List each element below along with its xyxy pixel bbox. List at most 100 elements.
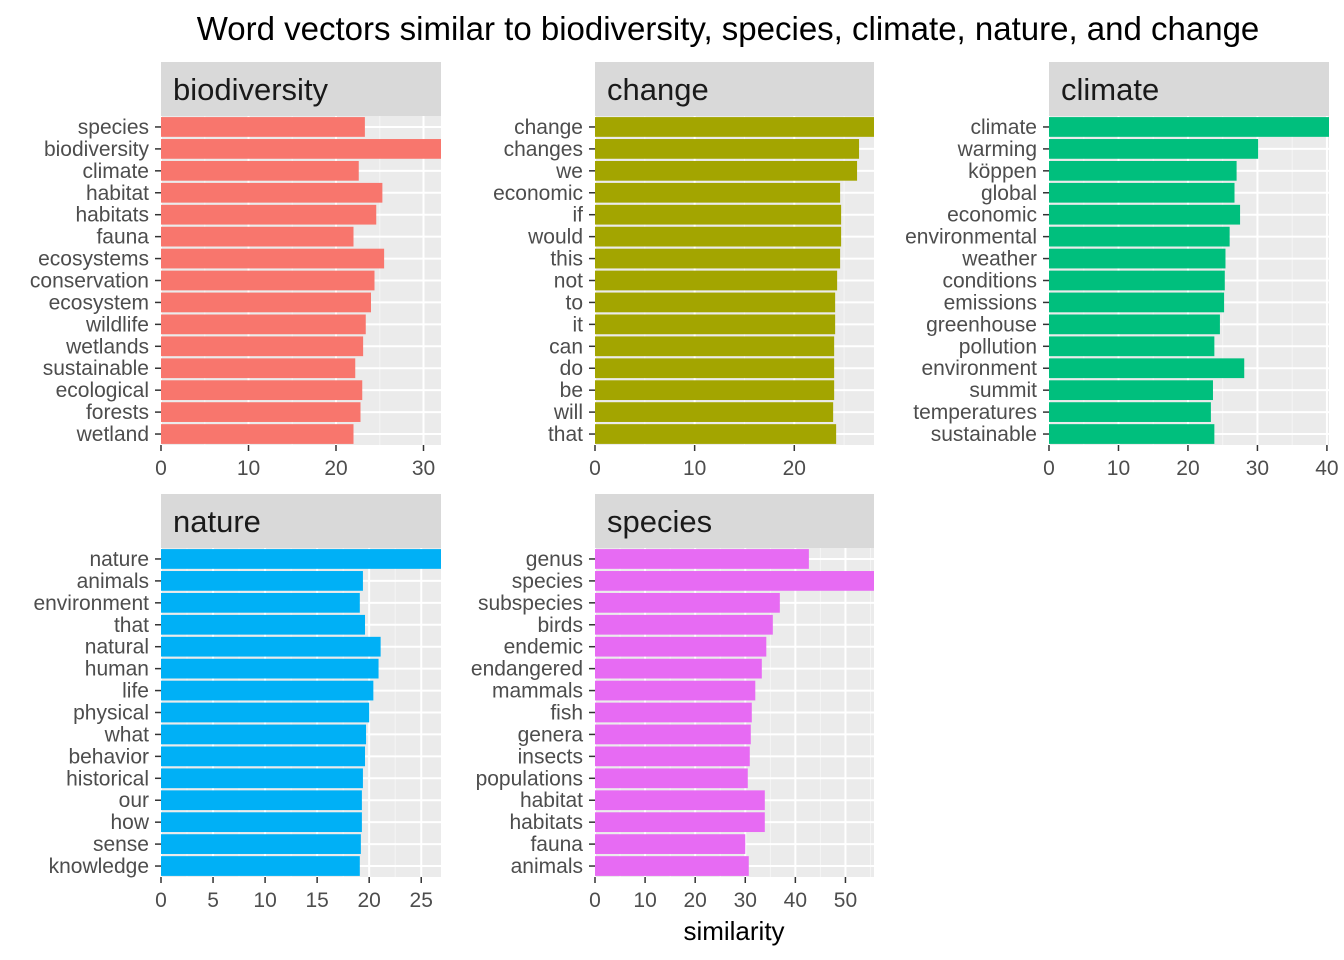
facet-strip-label: biodiversity [173,72,329,107]
category-label: historical [66,767,149,790]
category-label: habitat [520,789,583,812]
bar-nature-sense [161,834,361,854]
bar-change-if [595,204,842,225]
bar-biodiversity-ecological [161,380,363,401]
bar-species-birds [595,614,773,635]
bar-species-fauna [595,834,746,854]
category-label: global [981,182,1037,205]
category-label: physical [73,702,149,725]
bar-change-it [595,314,836,335]
category-label: conditions [942,270,1037,293]
category-label: fauna [96,226,149,249]
bar-biodiversity-ecosystems [161,248,385,269]
bar-species-fish [595,702,752,723]
category-label: sustainable [931,423,1037,446]
category-label: we [555,160,583,183]
bar-change-economic [595,182,841,203]
category-label: fish [550,702,583,725]
category-label: genera [518,723,584,746]
x-tick-label: 30 [412,457,435,480]
facet-strip [161,62,441,116]
category-label: our [119,789,149,812]
category-label: forests [86,401,149,424]
category-label: endangered [471,658,583,681]
x-tick-label: 40 [784,889,807,912]
category-label: endemic [504,636,583,659]
x-tick-label: 40 [1315,457,1338,480]
bar-biodiversity-ecosystem [161,292,371,313]
bar-nature-knowledge [161,856,360,876]
bar-climate-temperatures [1049,402,1211,422]
bar-change-this [595,248,841,269]
bar-nature-behavior [161,746,366,767]
facet-strip [595,494,874,548]
bar-climate-warming [1049,139,1259,159]
bar-climate-climate [1049,117,1329,137]
facet-strip-label: climate [1061,72,1159,107]
category-label: wetlands [65,335,149,358]
bar-nature-historical [161,768,363,789]
category-label: not [554,270,583,293]
bar-species-genus [595,549,809,569]
category-label: this [550,248,583,271]
bar-species-insects [595,746,750,767]
category-label: climate [82,160,149,183]
category-label: environmental [905,226,1037,249]
x-tick-label: 5 [207,889,219,912]
bar-change-that [595,424,837,444]
category-label: conservation [30,270,149,293]
bar-species-endangered [595,658,762,679]
bar-change-change [595,117,874,137]
category-label: it [573,313,584,336]
bar-species-mammals [595,680,756,701]
x-tick-label: 10 [237,457,260,480]
bar-biodiversity-habitats [161,204,377,225]
x-tick-label: 10 [633,889,656,912]
facet-strip-label: change [607,72,709,107]
category-label: wildlife [85,313,149,336]
x-tick-label: 20 [357,889,380,912]
bar-biodiversity-fauna [161,226,354,247]
bar-nature-human [161,658,379,679]
x-tick-label: 20 [683,889,706,912]
bar-climate-environmental [1049,226,1230,247]
category-label: nature [89,548,149,571]
category-label: behavior [68,745,149,768]
bar-change-can [595,336,835,357]
bar-biodiversity-species [161,117,365,137]
category-label: köppen [968,160,1037,183]
category-label: human [85,658,149,681]
bar-climate-economic [1049,204,1241,225]
facet-strip-label: nature [173,504,261,539]
category-label: ecosystem [49,291,149,314]
facet-strip [595,62,874,116]
category-label: if [573,204,584,227]
bar-biodiversity-wildlife [161,314,366,335]
facet-panel-nature: naturenatureanimalsenvironmentthatnatura… [33,494,441,912]
category-label: biodiversity [44,138,150,161]
bar-biodiversity-habitat [161,182,383,203]
x-tick-label: 50 [834,889,857,912]
bar-change-not [595,270,838,291]
category-label: species [78,116,149,139]
bar-change-do [595,358,835,379]
category-label: insects [518,745,583,768]
x-tick-label: 10 [1107,457,1130,480]
bar-climate-emissions [1049,292,1225,313]
x-tick-label: 0 [1043,457,1055,480]
bar-species-animals [595,856,749,876]
category-label: birds [537,614,583,637]
category-label: can [549,335,583,358]
category-label: pollution [959,335,1037,358]
bar-nature-environment [161,592,360,613]
category-label: what [104,723,150,746]
category-label: life [122,680,149,703]
x-axis-title: similarity [683,916,784,946]
bar-nature-natural [161,636,381,657]
facet-strip [161,494,441,548]
category-label: that [114,614,149,637]
bar-species-populations [595,768,748,789]
bar-nature-how [161,812,362,833]
category-label: habitat [86,182,149,205]
bar-change-will [595,402,834,422]
